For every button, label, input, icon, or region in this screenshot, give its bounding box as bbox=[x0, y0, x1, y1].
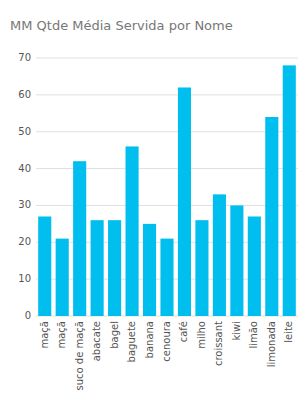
bar bbox=[178, 87, 191, 316]
x-tick-label: maçã bbox=[39, 321, 50, 349]
x-tick-label: baguete bbox=[126, 321, 137, 362]
x-tick-label: café bbox=[178, 321, 189, 342]
bar bbox=[91, 220, 104, 316]
y-tick-label: 60 bbox=[18, 89, 31, 100]
grid bbox=[36, 58, 298, 316]
bar bbox=[108, 220, 121, 316]
bar bbox=[160, 239, 173, 316]
y-axis: 0 10 20 30 40 50 60 70 bbox=[18, 52, 31, 321]
bar bbox=[213, 194, 226, 316]
grid-line bbox=[36, 58, 298, 59]
y-tick-label: 40 bbox=[18, 163, 31, 174]
y-tick-label: 0 bbox=[25, 310, 31, 321]
bar bbox=[143, 224, 156, 316]
bar bbox=[195, 220, 208, 316]
bar bbox=[38, 216, 51, 316]
bar bbox=[283, 65, 296, 316]
y-tick-label: 50 bbox=[18, 126, 31, 137]
y-tick-label: 70 bbox=[18, 52, 31, 63]
bar bbox=[73, 161, 86, 316]
y-tick-label: 20 bbox=[18, 236, 31, 247]
bar bbox=[265, 117, 278, 316]
x-tick-label: limonada bbox=[266, 321, 277, 367]
x-tick-label: kiwi bbox=[231, 321, 242, 341]
bar bbox=[230, 205, 243, 316]
x-tick-label: cenoura bbox=[161, 321, 172, 362]
x-axis: maçã maçã suco de maçã abacate bagel baguete b… bbox=[39, 321, 295, 391]
bars bbox=[38, 65, 296, 316]
x-tick-label: croissant bbox=[213, 321, 224, 366]
bar bbox=[56, 239, 69, 316]
y-tick-label: 10 bbox=[18, 273, 31, 284]
x-tick-label: suco de maçã bbox=[74, 321, 85, 391]
bar bbox=[126, 146, 139, 316]
x-tick-label: limão bbox=[248, 321, 259, 349]
x-tick-label: bagel bbox=[109, 321, 120, 349]
x-tick-label: banana bbox=[144, 321, 155, 358]
chart-container: MM Qtde Média Servida por Nome 0 10 20 30 40 5… bbox=[0, 0, 308, 408]
y-tick-label: 30 bbox=[18, 199, 31, 210]
grid-line bbox=[36, 94, 298, 95]
chart-svg: MM Qtde Média Servida por Nome 0 10 20 30 40 5… bbox=[0, 0, 308, 408]
bar bbox=[248, 216, 261, 316]
x-tick-label: milho bbox=[196, 321, 207, 349]
x-tick-label: leite bbox=[283, 321, 294, 343]
chart-title: MM Qtde Média Servida por Nome bbox=[10, 18, 233, 33]
x-tick-label: abacate bbox=[91, 321, 102, 361]
grid-line bbox=[36, 131, 298, 132]
x-tick-label: maçã bbox=[56, 321, 67, 349]
